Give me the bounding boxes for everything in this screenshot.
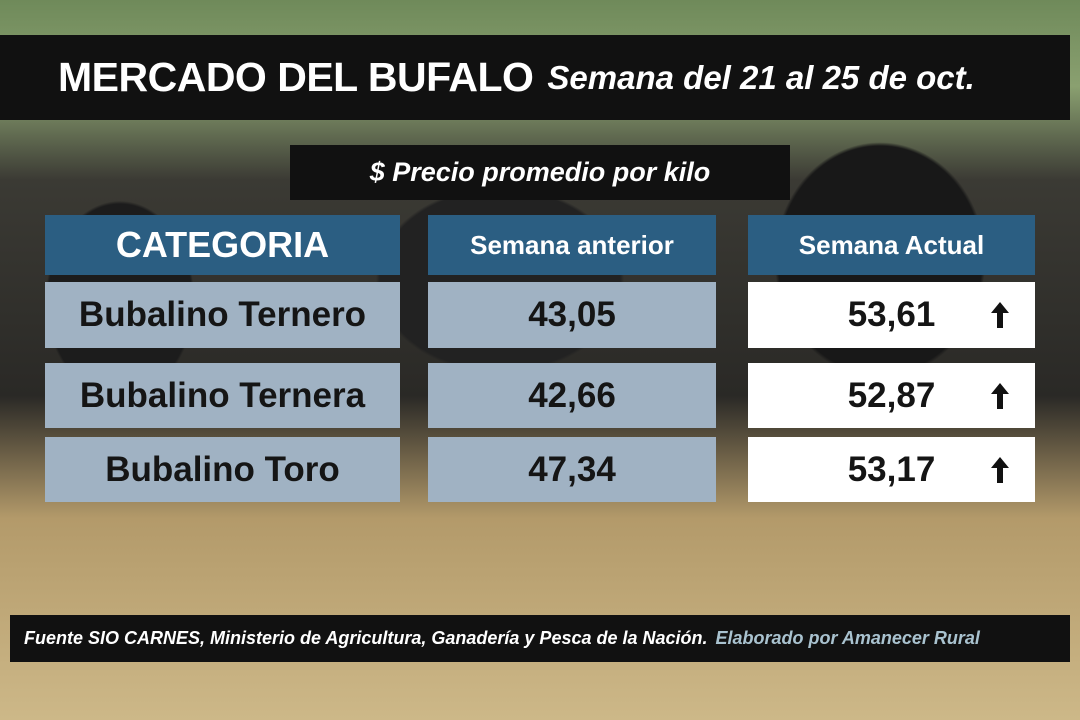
category-cell: Bubalino Toro [45, 437, 400, 502]
price-cell: 47,34 [428, 437, 716, 502]
price-cell: 53,61 [748, 282, 1035, 348]
credit: Elaborado por Amanecer Rural [715, 628, 980, 648]
price-cell: 53,17 [748, 437, 1035, 502]
price-cell: 43,05 [428, 282, 716, 348]
up-arrow [991, 302, 1009, 328]
price-cell: 42,66 [428, 363, 716, 428]
source: Fuente SIO CARNES, Ministerio de Agricul… [24, 628, 708, 648]
column-header: Semana Actual [748, 215, 1035, 275]
category-cell: Bubalino Ternera [45, 363, 400, 428]
price-cell: 52,87 [748, 363, 1035, 428]
column-header: Semana anterior [428, 215, 716, 275]
caption: $ Precio promedio por kilo [290, 145, 790, 200]
footer: Fuente SIO CARNES, Ministerio de Agricul… [10, 615, 1070, 662]
subtitle: Semana del 21 al 25 de oct. [547, 58, 975, 96]
header-banner: MERCADO DEL BUFALO Semana del 21 al 25 d… [0, 35, 1070, 120]
up-arrow [991, 382, 1009, 409]
up-arrow [991, 456, 1009, 483]
column-header: CATEGORIA [45, 215, 400, 275]
category-cell: Bubalino Ternero [45, 282, 400, 348]
title: MERCADO DEL BUFALO [58, 54, 534, 100]
